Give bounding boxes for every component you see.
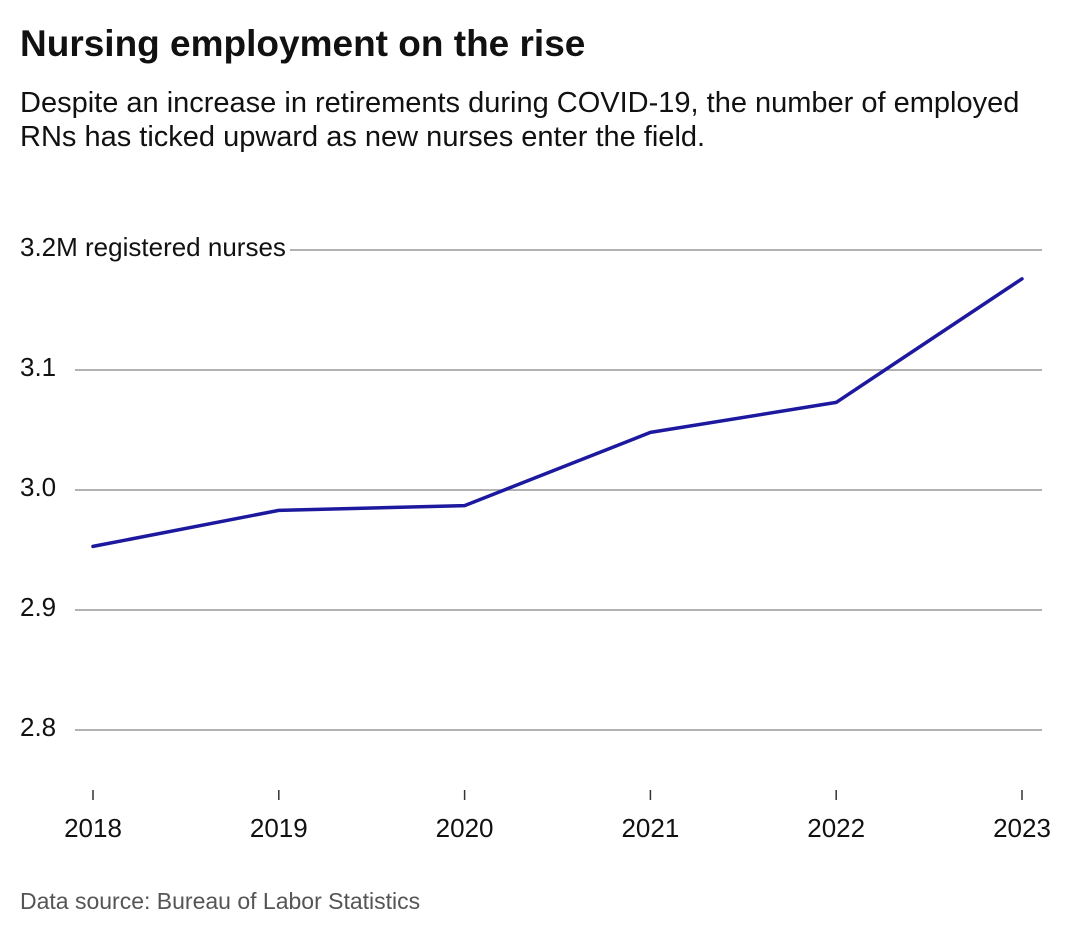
y-tick-label: 3.1 xyxy=(20,352,56,382)
chart-title: Nursing employment on the rise xyxy=(20,23,585,64)
data-line xyxy=(91,277,1024,549)
x-tick-label: 2019 xyxy=(250,813,308,843)
chart-source: Data source: Bureau of Labor Statistics xyxy=(20,888,420,914)
x-tick-label: 2021 xyxy=(621,813,679,843)
x-tick-label: 2020 xyxy=(436,813,494,843)
x-tick-label: 2023 xyxy=(993,813,1051,843)
x-tick-label: 2018 xyxy=(64,813,122,843)
y-tick-label: 2.8 xyxy=(20,712,56,742)
chart-subtitle: Despite an increase in retirements durin… xyxy=(20,87,1020,153)
y-tick-label: 2.9 xyxy=(20,592,56,622)
x-tick-label: 2022 xyxy=(807,813,865,843)
y-tick-label: 3.0 xyxy=(20,472,56,502)
y-tick-label: 3.2M registered nurses xyxy=(20,232,286,262)
subtitle-box: Despite an increase in retirements durin… xyxy=(20,87,1020,153)
